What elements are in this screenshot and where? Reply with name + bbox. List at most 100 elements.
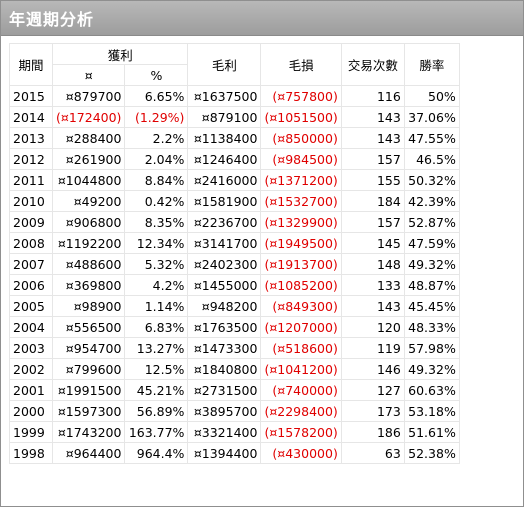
cell-win-rate: 48.87% (403, 274, 460, 296)
cell-profit: ¤1743200 (51, 421, 126, 443)
cell-profit: ¤98900 (51, 295, 126, 317)
cell-gross-profit: ¤3141700 (187, 232, 262, 254)
cell-gross-profit: ¤1455000 (187, 274, 262, 296)
cell-gross-loss: (¤2298400) (260, 400, 342, 422)
cell-profit: ¤964400 (51, 442, 126, 464)
cell-gross-loss: (¤1041200) (260, 358, 342, 380)
header-win-rate[interactable]: 勝率 (403, 43, 460, 86)
cell-gross-profit: ¤2402300 (187, 253, 262, 275)
cell-trades: 173 (340, 400, 405, 422)
cell-year: 1999 (9, 421, 53, 443)
cell-gross-loss: (¤430000) (260, 442, 342, 464)
cell-trades: 120 (340, 316, 405, 338)
header-profit-amount[interactable]: ¤ (51, 64, 126, 86)
table-row: 2009 ¤906800 8.35% ¤2236700 (¤1329900) 157 52.… (9, 211, 460, 233)
cell-win-rate: 48.33% (403, 316, 460, 338)
cell-profit-pct: 8.35% (124, 211, 189, 233)
cell-trades: 157 (340, 148, 405, 170)
cell-win-rate: 50.32% (403, 169, 460, 191)
title-bar: 年週期分析 (1, 1, 523, 36)
cell-profit: ¤1991500 (51, 379, 126, 401)
cell-profit: ¤1597300 (51, 400, 126, 422)
cell-trades: 186 (340, 421, 405, 443)
cell-gross-profit: ¤1246400 (187, 148, 262, 170)
cell-profit-pct: 4.2% (124, 274, 189, 296)
header-profit-group[interactable]: 獲利 (51, 43, 189, 65)
header-period[interactable]: 期間 (9, 43, 53, 86)
cell-profit-pct: 6.83% (124, 316, 189, 338)
cell-year: 2015 (9, 85, 53, 107)
table-row: 2006 ¤369800 4.2% ¤1455000 (¤1085200) 133 48.8… (9, 274, 460, 296)
cell-year: 2011 (9, 169, 53, 191)
cell-year: 1998 (9, 442, 53, 464)
cell-gross-profit: ¤3895700 (187, 400, 262, 422)
cell-gross-profit: ¤1763500 (187, 316, 262, 338)
cell-profit-pct: 56.89% (124, 400, 189, 422)
cell-gross-profit: ¤1840800 (187, 358, 262, 380)
window-title: 年週期分析 (9, 10, 95, 29)
cell-profit: (¤172400) (51, 106, 126, 128)
cell-gross-profit: ¤1637500 (187, 85, 262, 107)
cell-profit: ¤1044800 (51, 169, 126, 191)
cell-gross-loss: (¤1913700) (260, 253, 342, 275)
annual-period-table: 期間 獲利 毛利 毛損 交易次數 勝率 ¤ % 2015 ¤879700 6.65%… (9, 43, 460, 464)
header-gross-loss[interactable]: 毛損 (260, 43, 342, 86)
cell-gross-loss: (¤757800) (260, 85, 342, 107)
cell-profit-pct: 12.5% (124, 358, 189, 380)
cell-win-rate: 60.63% (403, 379, 460, 401)
cell-gross-loss: (¤1578200) (260, 421, 342, 443)
table-row: 2001 ¤1991500 45.21% ¤2731500 (¤740000) 127 60… (9, 379, 460, 401)
cell-gross-profit: ¤948200 (187, 295, 262, 317)
cell-trades: 119 (340, 337, 405, 359)
table-row: 2013 ¤288400 2.2% ¤1138400 (¤850000) 143 47.55… (9, 127, 460, 149)
table-body: 2015 ¤879700 6.65% ¤1637500 (¤757800) 116 50% 2… (9, 85, 460, 464)
cell-profit: ¤261900 (51, 148, 126, 170)
cell-year: 2001 (9, 379, 53, 401)
cell-year: 2003 (9, 337, 53, 359)
cell-profit-pct: 964.4% (124, 442, 189, 464)
cell-profit: ¤954700 (51, 337, 126, 359)
cell-trades: 63 (340, 442, 405, 464)
cell-year: 2008 (9, 232, 53, 254)
cell-profit-pct: 45.21% (124, 379, 189, 401)
cell-profit: ¤488600 (51, 253, 126, 275)
cell-gross-profit: ¤879100 (187, 106, 262, 128)
header-profit-pct[interactable]: % (124, 64, 189, 86)
table-row: 2003 ¤954700 13.27% ¤1473300 (¤518600) 119 57.… (9, 337, 460, 359)
cell-win-rate: 50% (403, 85, 460, 107)
cell-trades: 145 (340, 232, 405, 254)
table-row: 2007 ¤488600 5.32% ¤2402300 (¤1913700) 148 49.… (9, 253, 460, 275)
table-row: 2014 (¤172400) (1.29%) ¤879100 (¤1051500) 143… (9, 106, 460, 128)
cell-win-rate: 49.32% (403, 253, 460, 275)
cell-gross-loss: (¤1085200) (260, 274, 342, 296)
cell-gross-loss: (¤850000) (260, 127, 342, 149)
cell-gross-profit: ¤2236700 (187, 211, 262, 233)
cell-trades: 148 (340, 253, 405, 275)
cell-profit: ¤879700 (51, 85, 126, 107)
cell-profit: ¤799600 (51, 358, 126, 380)
header-gross-profit[interactable]: 毛利 (187, 43, 262, 86)
cell-profit: ¤288400 (51, 127, 126, 149)
cell-gross-loss: (¤1371200) (260, 169, 342, 191)
cell-year: 2012 (9, 148, 53, 170)
cell-win-rate: 57.98% (403, 337, 460, 359)
cell-year: 2002 (9, 358, 53, 380)
cell-trades: 146 (340, 358, 405, 380)
cell-profit-pct: 0.42% (124, 190, 189, 212)
cell-win-rate: 47.55% (403, 127, 460, 149)
table-row: 1999 ¤1743200 163.77% ¤3321400 (¤1578200) 186… (9, 421, 460, 443)
header-trades[interactable]: 交易次數 (340, 43, 405, 86)
cell-gross-profit: ¤1473300 (187, 337, 262, 359)
cell-profit: ¤49200 (51, 190, 126, 212)
cell-gross-profit: ¤2731500 (187, 379, 262, 401)
cell-gross-loss: (¤518600) (260, 337, 342, 359)
cell-year: 2004 (9, 316, 53, 338)
cell-gross-loss: (¤849300) (260, 295, 342, 317)
cell-gross-profit: ¤1581900 (187, 190, 262, 212)
cell-trades: 184 (340, 190, 405, 212)
cell-gross-loss: (¤1329900) (260, 211, 342, 233)
cell-gross-loss: (¤1051500) (260, 106, 342, 128)
cell-profit-pct: 12.34% (124, 232, 189, 254)
cell-profit-pct: 163.77% (124, 421, 189, 443)
